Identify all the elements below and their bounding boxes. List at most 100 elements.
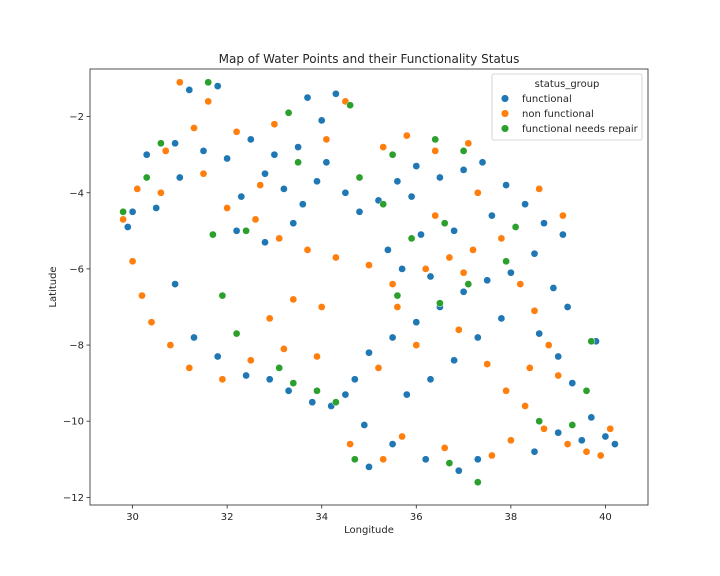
data-point — [450, 226, 458, 235]
data-point — [459, 287, 468, 296]
data-point — [483, 276, 492, 285]
data-point — [157, 139, 165, 148]
data-point — [294, 143, 302, 151]
data-point — [223, 154, 231, 163]
series-0 — [123, 82, 619, 475]
data-point — [535, 417, 544, 426]
data-point — [251, 215, 260, 224]
data-point — [454, 325, 463, 334]
data-point — [374, 364, 383, 372]
data-point — [388, 333, 397, 342]
data-point — [232, 329, 241, 338]
data-point — [275, 364, 284, 372]
data-point — [128, 207, 137, 216]
data-point — [123, 223, 132, 231]
data-point — [412, 162, 421, 170]
data-point — [402, 131, 411, 140]
data-point — [332, 89, 340, 98]
data-point — [473, 188, 482, 197]
data-point — [190, 124, 198, 132]
data-point — [303, 246, 312, 254]
data-point — [559, 211, 567, 220]
data-point — [459, 147, 468, 155]
data-point — [473, 478, 482, 487]
scatter-points — [119, 78, 619, 487]
data-point — [171, 280, 179, 288]
data-point — [294, 158, 302, 167]
data-point — [218, 291, 227, 300]
x-tick-label: 38 — [504, 512, 517, 523]
data-point — [398, 265, 406, 273]
data-point — [142, 150, 151, 159]
data-point — [322, 135, 331, 144]
data-point — [270, 120, 279, 129]
data-point — [417, 230, 425, 239]
data-point — [246, 356, 255, 365]
x-axis-label: Longitude — [344, 525, 394, 536]
data-point — [445, 253, 454, 262]
data-point — [535, 185, 544, 193]
data-point — [332, 253, 340, 262]
legend-title: status_group — [535, 79, 600, 90]
data-point — [379, 200, 388, 209]
data-point — [360, 421, 369, 429]
data-point — [431, 211, 440, 220]
data-point — [332, 398, 340, 407]
data-point — [388, 440, 397, 448]
data-point — [554, 428, 563, 437]
x-tick-label: 32 — [221, 512, 234, 523]
data-point — [516, 280, 525, 288]
data-point — [213, 352, 222, 361]
data-point — [464, 280, 473, 288]
data-point — [308, 398, 317, 407]
data-point — [322, 158, 331, 167]
data-point — [204, 97, 213, 106]
data-point — [218, 375, 227, 384]
data-point — [568, 421, 577, 429]
data-point — [388, 280, 397, 288]
data-point — [119, 215, 127, 224]
data-point — [265, 314, 274, 323]
data-point — [473, 455, 482, 464]
data-point — [237, 192, 246, 201]
data-point — [440, 444, 449, 452]
legend-box — [491, 73, 643, 141]
data-point — [459, 166, 468, 174]
data-point — [152, 204, 161, 212]
data-point — [204, 78, 213, 87]
data-point — [289, 379, 298, 387]
data-point — [365, 463, 373, 471]
data-point — [431, 147, 440, 155]
legend-marker — [500, 109, 510, 118]
data-point — [488, 211, 496, 220]
data-point — [577, 436, 586, 445]
data-point — [355, 173, 364, 182]
data-point — [232, 127, 241, 136]
data-point — [521, 200, 529, 209]
data-point — [563, 440, 572, 448]
y-tick-label: −10 — [63, 417, 84, 428]
data-point — [530, 447, 539, 456]
data-point — [421, 265, 430, 273]
data-point — [242, 226, 250, 235]
data-point — [521, 402, 529, 410]
data-point — [280, 185, 288, 193]
data-point — [166, 341, 175, 349]
y-tick-label: −4 — [69, 188, 84, 199]
data-point — [147, 318, 156, 327]
data-point — [119, 207, 127, 216]
data-point — [346, 440, 354, 448]
data-point — [436, 173, 444, 182]
data-point — [346, 101, 354, 110]
data-point — [606, 424, 615, 433]
data-point — [161, 147, 170, 155]
data-point — [478, 158, 487, 167]
data-point — [317, 116, 326, 125]
data-point — [511, 223, 520, 231]
data-point — [185, 364, 194, 372]
data-point — [298, 200, 307, 209]
data-point — [596, 451, 605, 460]
data-point — [317, 303, 326, 311]
data-point — [388, 150, 397, 159]
